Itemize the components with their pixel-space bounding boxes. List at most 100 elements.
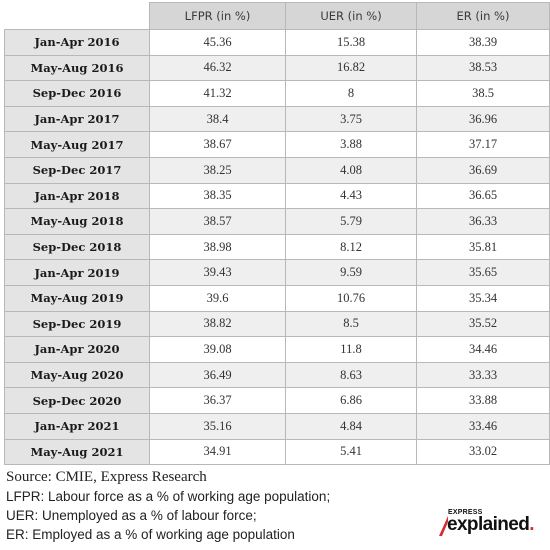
period-cell: May-Aug 2021 [4, 438, 150, 466]
table-row: May-Aug 2019 39.6 10.76 35.34 [4, 284, 550, 312]
period-cell: Sep-Dec 2020 [4, 387, 150, 414]
er-cell: 36.33 [416, 208, 550, 235]
lfpr-cell: 38.98 [149, 233, 286, 261]
lfpr-cell: 45.36 [149, 29, 286, 56]
table-row: Sep-Dec 2018 38.98 8.12 35.81 [4, 233, 550, 261]
table-row: Jan-Apr 2021 35.16 4.84 33.46 [4, 412, 550, 440]
table-header-row: LFPR (in %) UER (in %) ER (in %) [4, 2, 550, 30]
table-row: Jan-Apr 2016 45.36 15.38 38.39 [4, 29, 550, 56]
er-cell: 33.46 [416, 412, 550, 440]
uer-cell: 10.76 [285, 284, 417, 312]
uer-cell: 5.41 [285, 438, 417, 466]
uer-definition: UER: Unemployed as a % of labour force; [6, 508, 257, 523]
source-note: Source: CMIE, Express Research [6, 469, 207, 485]
table-row: Jan-Apr 2019 39.43 9.59 35.65 [4, 259, 550, 286]
period-cell: Jan-Apr 2020 [4, 336, 150, 363]
er-cell: 34.46 [416, 336, 550, 363]
uer-cell: 9.59 [285, 259, 417, 286]
er-cell: 36.69 [416, 156, 550, 184]
period-cell: Sep-Dec 2017 [4, 156, 150, 184]
er-cell: 35.52 [416, 310, 550, 338]
er-cell: 35.81 [416, 233, 550, 261]
lfpr-cell: 36.49 [149, 361, 286, 389]
uer-cell: 4.08 [285, 156, 417, 184]
period-cell: Jan-Apr 2019 [4, 259, 150, 286]
logo-big-text: explained. [447, 514, 535, 536]
lfpr-cell: 39.43 [149, 259, 286, 286]
header-lfpr: LFPR (in %) [149, 2, 286, 30]
lfpr-cell: 38.4 [149, 105, 286, 133]
data-table-container: LFPR (in %) UER (in %) ER (in %) Jan-Apr… [4, 2, 550, 466]
lfpr-cell: 39.6 [149, 284, 286, 312]
lfpr-cell: 35.16 [149, 412, 286, 440]
period-cell: Sep-Dec 2019 [4, 310, 150, 338]
header-er: ER (in %) [416, 2, 550, 30]
uer-cell: 6.86 [285, 387, 417, 414]
uer-cell: 5.79 [285, 208, 417, 235]
er-cell: 38.39 [416, 29, 550, 56]
lfpr-cell: 46.32 [149, 54, 286, 82]
logo-word: explained [447, 514, 530, 535]
table-row: May-Aug 2016 46.32 16.82 38.53 [4, 54, 550, 82]
table-row: Jan-Apr 2020 39.08 11.8 34.46 [4, 336, 550, 363]
lfpr-cell: 34.91 [149, 438, 286, 466]
uer-cell: 16.82 [285, 54, 417, 82]
lfpr-cell: 38.82 [149, 310, 286, 338]
logo-mark-icon [439, 516, 448, 536]
uer-cell: 15.38 [285, 29, 417, 56]
period-cell: May-Aug 2017 [4, 131, 150, 158]
data-table: LFPR (in %) UER (in %) ER (in %) Jan-Apr… [4, 2, 550, 466]
er-cell: 33.33 [416, 361, 550, 389]
er-cell: 37.17 [416, 131, 550, 158]
table-row: Jan-Apr 2017 38.4 3.75 36.96 [4, 105, 550, 133]
table-body: Jan-Apr 2016 45.36 15.38 38.39 May-Aug 2016 4… [4, 29, 550, 466]
er-cell: 33.88 [416, 387, 550, 414]
table-row: Sep-Dec 2017 38.25 4.08 36.69 [4, 156, 550, 184]
uer-cell: 11.8 [285, 336, 417, 363]
table-row: Sep-Dec 2020 36.37 6.86 33.88 [4, 387, 550, 414]
lfpr-cell: 39.08 [149, 336, 286, 363]
table-row: May-Aug 2018 38.57 5.79 36.33 [4, 208, 550, 235]
period-cell: May-Aug 2018 [4, 208, 150, 235]
period-cell: Jan-Apr 2016 [4, 29, 150, 56]
footnotes: Source: CMIE, Express Research LFPR: Lab… [6, 467, 426, 544]
er-cell: 35.65 [416, 259, 550, 286]
uer-cell: 8.63 [285, 361, 417, 389]
table-row: May-Aug 2021 34.91 5.41 33.02 [4, 438, 550, 466]
header-blank-cell [4, 2, 150, 30]
table-row: May-Aug 2017 38.67 3.88 37.17 [4, 131, 550, 158]
table-row: Sep-Dec 2019 38.82 8.5 35.52 [4, 310, 550, 338]
period-cell: Jan-Apr 2021 [4, 412, 150, 440]
period-cell: Jan-Apr 2018 [4, 182, 150, 210]
table-row: Sep-Dec 2016 41.32 8 38.5 [4, 80, 550, 107]
lfpr-cell: 38.35 [149, 182, 286, 210]
uer-cell: 8 [285, 80, 417, 107]
lfpr-cell: 38.25 [149, 156, 286, 184]
uer-cell: 3.75 [285, 105, 417, 133]
uer-cell: 4.84 [285, 412, 417, 440]
period-cell: May-Aug 2020 [4, 361, 150, 389]
lfpr-cell: 38.67 [149, 131, 286, 158]
uer-cell: 8.5 [285, 310, 417, 338]
header-uer: UER (in %) [285, 2, 417, 30]
uer-cell: 3.88 [285, 131, 417, 158]
er-cell: 36.65 [416, 182, 550, 210]
lfpr-cell: 36.37 [149, 387, 286, 414]
period-cell: Sep-Dec 2018 [4, 233, 150, 261]
uer-cell: 8.12 [285, 233, 417, 261]
er-cell: 33.02 [416, 438, 550, 466]
period-cell: Sep-Dec 2016 [4, 80, 150, 107]
lfpr-cell: 41.32 [149, 80, 286, 107]
lfpr-definition: LFPR: Labour force as a % of working age… [6, 489, 331, 504]
er-definition: ER: Employed as a % of working age popul… [6, 527, 295, 542]
er-cell: 35.34 [416, 284, 550, 312]
period-cell: Jan-Apr 2017 [4, 105, 150, 133]
express-explained-logo: EXPRESS explained. [439, 508, 547, 544]
er-cell: 38.5 [416, 80, 550, 107]
lfpr-cell: 38.57 [149, 208, 286, 235]
table-row: May-Aug 2020 36.49 8.63 33.33 [4, 361, 550, 389]
period-cell: May-Aug 2016 [4, 54, 150, 82]
uer-cell: 4.43 [285, 182, 417, 210]
table-row: Jan-Apr 2018 38.35 4.43 36.65 [4, 182, 550, 210]
logo-small-text: EXPRESS [448, 509, 483, 516]
